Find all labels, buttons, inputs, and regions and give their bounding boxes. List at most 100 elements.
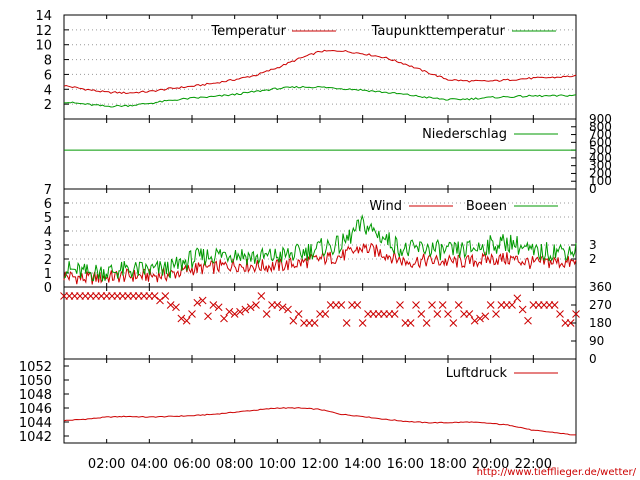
wind-direction-marker: [262, 310, 271, 318]
legend-niederschlag: Niederschlag: [422, 127, 507, 142]
wind-direction-marker: [236, 307, 244, 316]
wind-direction-marker: [481, 312, 490, 321]
wind-direction-marker: [289, 316, 298, 325]
wind-direction-marker: [193, 298, 202, 307]
wind-direction-marker: [337, 301, 346, 309]
y-tick-label: 0: [44, 281, 52, 296]
x-tick-label: 20:00: [472, 457, 509, 472]
y-right-tick-label: 0: [589, 352, 597, 366]
y-tick-label: 5: [44, 211, 52, 226]
wind-direction-marker: [166, 301, 175, 309]
wind-direction-marker: [321, 310, 330, 318]
y-tick-label: 1050: [19, 374, 52, 389]
wind-direction-marker: [492, 310, 500, 318]
wind-direction-marker: [342, 319, 351, 327]
legend-luftdruck: Luftdruck: [446, 366, 508, 381]
x-tick-label: 04:00: [131, 457, 168, 472]
wind-direction-marker: [246, 303, 255, 312]
wind-direction-marker: [177, 314, 186, 323]
y-tick-label: 10: [35, 39, 52, 54]
wind-direction-marker: [294, 310, 303, 318]
y-right-tick-label: 400: [589, 151, 612, 165]
wind-direction-marker: [284, 305, 292, 314]
wind-direction-marker: [438, 301, 447, 309]
series-line-boeen: [63, 214, 577, 282]
y-tick-label: 6: [44, 68, 52, 83]
wind-direction-marker: [156, 296, 164, 305]
wind-direction-marker: [161, 292, 170, 300]
wind-direction-marker: [230, 310, 239, 318]
y-right-tick-label: 0: [589, 182, 597, 196]
grid-layer: [64, 29, 576, 274]
wind-direction-marker: [396, 301, 404, 309]
wind-direction-marker: [470, 316, 479, 325]
wind-direction-marker: [353, 301, 362, 309]
wind-direction-marker: [422, 319, 431, 327]
x-tick-label: 22:00: [515, 457, 552, 472]
y-right-tick-label: 3: [589, 238, 597, 252]
y-tick-label: 3: [44, 239, 52, 254]
series-line-wind: [63, 242, 577, 285]
legend-temperatur: Temperatur: [210, 24, 286, 39]
wind-direction-marker: [476, 314, 484, 323]
wind-direction-marker: [214, 303, 223, 312]
y-tick-label: 8: [44, 54, 52, 69]
y-right-tick-label: 200: [589, 166, 612, 180]
wind-direction-marker: [188, 310, 196, 318]
wind-direction-marker: [225, 307, 234, 316]
x-tick-label: 16:00: [387, 457, 424, 472]
y-right-tick-label: 600: [589, 135, 612, 149]
y-right-tick-label: 500: [589, 143, 612, 157]
wind-direction-marker: [556, 310, 564, 318]
wind-direction-marker: [508, 301, 516, 309]
wind-direction-marker: [406, 319, 415, 327]
series-line-taupunkttemperatur: [63, 85, 577, 108]
wind-direction-marker: [572, 310, 580, 318]
wind-direction-marker: [172, 303, 180, 312]
wind-direction-marker: [273, 301, 282, 309]
wind-direction-marker: [433, 310, 442, 318]
wind-direction-marker: [241, 305, 250, 314]
y-right-tick-label: 100: [589, 174, 612, 188]
y-tick-label: 1052: [19, 360, 52, 375]
legend-layer: [292, 30, 558, 374]
wind-direction-marker: [417, 310, 426, 318]
y-tick-label: 12: [35, 24, 52, 39]
y-tick-label: 1: [44, 267, 52, 282]
legend-wind: Wind: [369, 199, 402, 214]
y-right-tick-label: 800: [589, 120, 612, 134]
wind-direction-marker: [444, 310, 452, 318]
wind-direction-marker: [252, 301, 260, 309]
wind-direction-marker: [390, 310, 399, 318]
legend-taupunkttemperatur: Taupunkttemperatur: [371, 24, 506, 39]
wind-direction-marker: [524, 316, 532, 325]
x-tick-label: 18:00: [429, 457, 466, 472]
y-right-tick-label: 900: [589, 112, 612, 126]
wind-direction-marker: [566, 319, 575, 327]
legend-boeen: Boeen: [466, 199, 507, 214]
wind-direction-marker: [428, 301, 436, 309]
y-tick-label: 2: [44, 98, 52, 113]
axis-layer: 02:00 04:00 06:00 08:00 10:00 12:00 14:00 16:00…: [19, 9, 612, 472]
series-layer: [60, 49, 580, 436]
y-tick-label: 6: [44, 197, 52, 212]
y-tick-label: 4: [44, 225, 52, 240]
wind-direction-marker: [518, 305, 527, 314]
wind-direction-marker: [257, 292, 266, 300]
y-right-tick-label: 180: [589, 316, 612, 330]
footer-url[interactable]: http://www.tiefflieger.de/wetter/: [477, 467, 637, 478]
y-tick-label: 1042: [19, 430, 52, 445]
wind-direction-marker: [150, 292, 159, 300]
wind-direction-marker: [310, 319, 319, 327]
y-tick-label: 14: [35, 9, 52, 24]
wind-direction-marker: [465, 310, 474, 318]
y-tick-label: 4: [44, 83, 52, 98]
y-right-tick-label: 2: [589, 252, 597, 266]
y-tick-label: 1044: [19, 416, 52, 431]
wind-direction-marker: [486, 301, 495, 309]
y-right-tick-label: 700: [589, 128, 612, 142]
wind-direction-marker: [550, 301, 559, 309]
y-tick-label: 1048: [19, 388, 52, 403]
y-tick-label: 1046: [19, 402, 52, 417]
